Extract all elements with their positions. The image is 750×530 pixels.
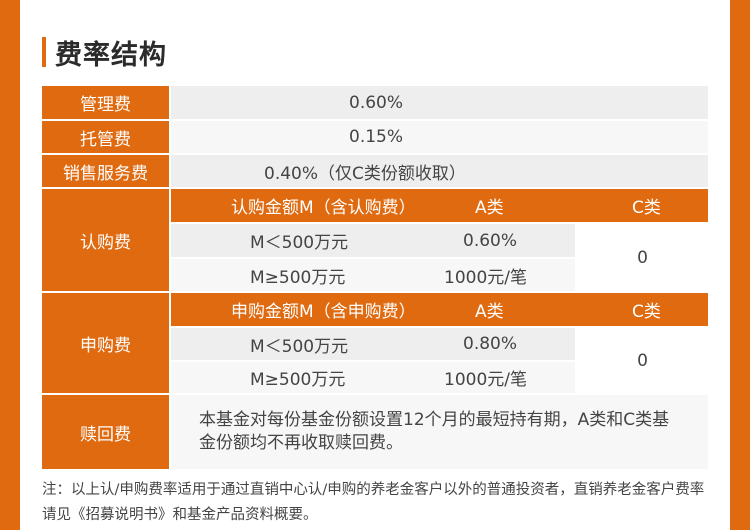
subscription-header-class-c: C类: [632, 198, 661, 218]
purchase-row-2-a: 1000元/笔: [444, 370, 527, 390]
purchase-header-class-a: A类: [475, 302, 504, 322]
purchase-header-amount: 申购金额M（含申购费）: [231, 302, 416, 322]
subscription-c-value: 0: [577, 224, 708, 291]
subscription-row-2-amount: M≥500万元: [250, 267, 346, 288]
service-fee-value: 0.40%（仅C类份额收取）: [171, 155, 708, 187]
section-title: 费率结构: [42, 32, 167, 72]
purchase-row-1-a: 0.80%: [463, 334, 518, 354]
redemption-fee-text: 本基金对每份基金份额设置12个月的最短持有期，A类和C类基金份额均不再收取赎回费…: [171, 395, 708, 469]
subscription-row-2-a: 1000元/笔: [444, 267, 527, 288]
mgmt-fee-value: 0.60%: [171, 86, 708, 119]
purchase-c-value: 0: [577, 328, 708, 393]
footnote: 注：以上认/申购费率适用于通过直销中心认/申购的养老金客户以外的普通投资者，直销…: [42, 482, 705, 523]
title-accent-bar: [42, 37, 46, 67]
subscription-row-1-a: 0.60%: [463, 230, 518, 251]
title-text: 费率结构: [55, 39, 167, 71]
custody-fee-label: 托管费: [42, 121, 169, 153]
subscription-row-1: M＜500万元 0.60%: [171, 224, 575, 257]
subscription-row-2: M≥500万元 1000元/笔: [171, 259, 575, 291]
subscription-row-1-amount: M＜500万元: [250, 233, 349, 253]
purchase-row-2-amount: M≥500万元: [250, 370, 346, 390]
subscription-header-row: 认购金额M（含认购费） A类 C类: [171, 189, 708, 222]
purchase-row-1: M＜500万元 0.80%: [171, 328, 575, 360]
fee-card: 费率结构 管理费 0.60% 托管费 0.15% 销售服务费 0.40%（仅C类…: [20, 0, 730, 530]
purchase-fee-label: 申购费: [42, 293, 169, 393]
purchase-row-1-amount: M＜500万元: [250, 336, 349, 357]
purchase-row-2: M≥500万元 1000元/笔: [171, 362, 575, 393]
subscription-fee-label: 认购费: [42, 189, 169, 291]
purchase-header-row: 申购金额M（含申购费） A类 C类: [171, 293, 708, 326]
redemption-fee-label: 赎回费: [42, 395, 169, 469]
subscription-header-amount: 认购金额M（含认购费）: [231, 198, 416, 218]
custody-fee-value: 0.15%: [171, 121, 708, 153]
purchase-header-class-c: C类: [632, 302, 661, 322]
subscription-header-class-a: A类: [475, 198, 504, 218]
service-fee-label: 销售服务费: [42, 155, 169, 187]
mgmt-fee-label: 管理费: [42, 86, 169, 119]
